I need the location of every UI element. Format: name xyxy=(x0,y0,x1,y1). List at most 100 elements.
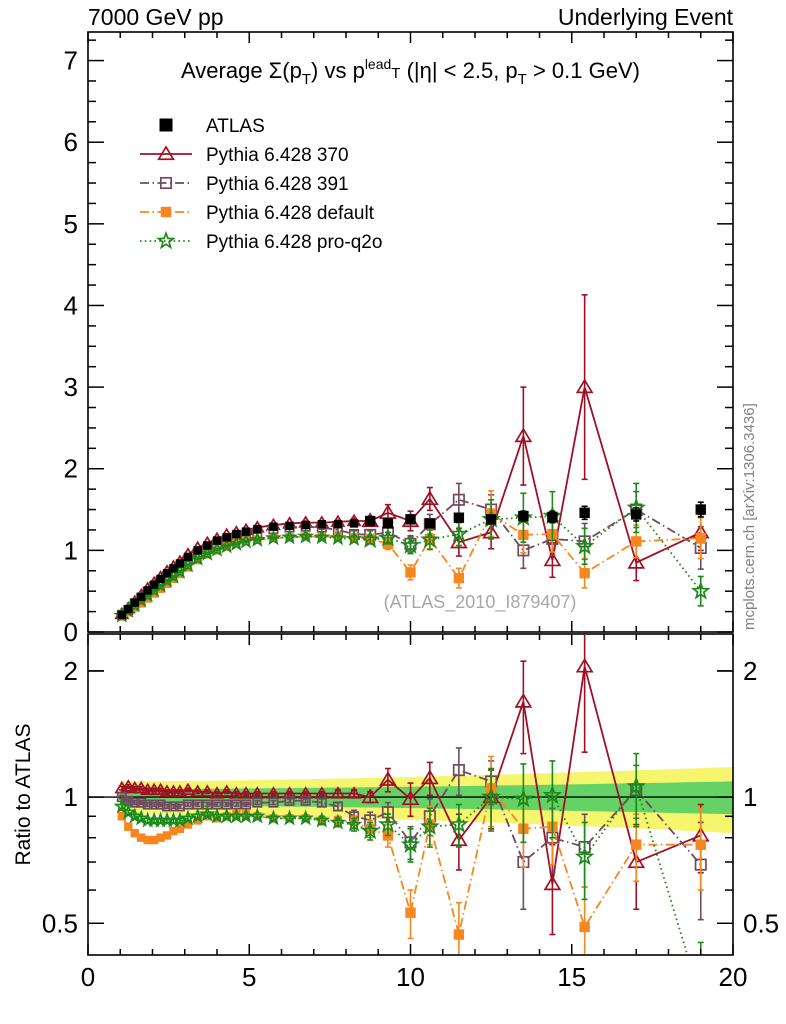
marker-open-triangle xyxy=(133,780,149,794)
marker-open-star xyxy=(313,528,331,545)
x-axis-label: 5 xyxy=(242,962,256,992)
marker-open-star xyxy=(281,528,298,545)
marker-open-triangle xyxy=(379,504,397,519)
marker-open-triangle xyxy=(209,786,225,799)
marker-open-star xyxy=(297,809,315,826)
marker-open-star xyxy=(542,785,563,804)
marker-open-star xyxy=(156,230,176,250)
marker-filled-square xyxy=(156,833,165,842)
marker-open-star xyxy=(574,846,595,866)
marker-open-triangle xyxy=(298,786,314,799)
marker-filled-square xyxy=(453,929,465,940)
marker-open-square xyxy=(168,801,179,812)
marker-open-square xyxy=(284,795,295,806)
marker-open-square xyxy=(268,797,279,808)
marker-open-star xyxy=(400,834,421,853)
legend-label: Pythia 6.428 391 xyxy=(206,174,349,195)
marker-filled-square xyxy=(547,511,558,523)
marker-open-star xyxy=(690,580,711,600)
marker-open-star xyxy=(378,527,398,547)
marker-open-triangle xyxy=(543,551,562,567)
marker-filled-square xyxy=(130,829,139,838)
marker-open-star xyxy=(513,788,534,808)
y-axis-label-main: 2 xyxy=(64,454,78,484)
y-axis-label-ratio-right: 2 xyxy=(743,656,757,686)
marker-open-star xyxy=(420,529,440,549)
marker-filled-square xyxy=(193,816,202,825)
ratio-axis-title: Ratio to ATLAS xyxy=(12,723,35,865)
legend-entry[interactable]: Pythia 6.428 370 xyxy=(140,145,349,166)
y-axis-label-ratio-left: 2 xyxy=(64,656,78,686)
marker-filled-square xyxy=(232,529,241,539)
marker-open-square xyxy=(161,801,173,812)
marker-open-star xyxy=(248,807,266,824)
marker-open-square xyxy=(149,799,160,810)
marker-filled-square xyxy=(579,507,590,519)
marker-open-square xyxy=(252,797,263,808)
marker-open-triangle xyxy=(575,378,594,394)
marker-open-star xyxy=(179,809,197,826)
marker-open-square xyxy=(332,801,343,812)
series-line xyxy=(121,786,701,935)
marker-open-triangle xyxy=(120,779,136,792)
marker-open-square xyxy=(155,799,166,810)
marker-open-triangle xyxy=(543,875,562,891)
marker-filled-square xyxy=(695,839,706,850)
marker-open-triangle xyxy=(153,782,169,796)
y-axis-label-ratio-left: 0.5 xyxy=(42,908,78,938)
marker-filled-square xyxy=(130,598,139,607)
marker-open-star xyxy=(626,776,647,795)
marker-open-square xyxy=(316,797,327,808)
marker-open-star xyxy=(297,527,315,544)
marker-open-triangle xyxy=(190,784,206,797)
marker-open-star xyxy=(378,814,398,833)
series-pythia-6-428-pro-q2o-clipRatio xyxy=(113,752,704,954)
marker-filled-square xyxy=(269,522,278,531)
x-axis-label: 15 xyxy=(557,962,586,992)
x-axis-label: 0 xyxy=(81,962,95,992)
marker-filled-square xyxy=(124,822,133,831)
marker-open-triangle xyxy=(157,145,175,161)
marker-open-star xyxy=(189,807,206,824)
y-axis-label-ratio-right: 0.5 xyxy=(743,908,779,938)
marker-filled-square xyxy=(405,567,416,578)
marker-filled-square xyxy=(382,518,394,529)
marker-open-star xyxy=(208,540,226,557)
marker-filled-square xyxy=(169,564,178,573)
marker-filled-square xyxy=(695,504,706,515)
marker-filled-square xyxy=(518,510,529,522)
marker-open-star xyxy=(360,529,380,549)
watermark-text: (ATLAS_2010_I879407) xyxy=(384,592,577,613)
watermark: (ATLAS_2010_I879407) xyxy=(384,592,577,613)
legend-label: Pythia 6.428 pro-q2o xyxy=(206,232,382,253)
series-line xyxy=(121,666,702,885)
marker-open-star xyxy=(228,535,245,551)
marker-open-star xyxy=(449,523,469,543)
marker-filled-square xyxy=(579,921,590,933)
y-axis-label-main: 5 xyxy=(64,209,78,239)
marker-open-star xyxy=(329,813,347,830)
marker-open-square xyxy=(136,797,147,808)
y-axis-label-main-zero: 0 xyxy=(64,617,78,647)
marker-filled-square xyxy=(222,533,231,542)
marker-filled-square xyxy=(149,835,159,845)
marker-open-triangle xyxy=(346,786,362,799)
marker-filled-square xyxy=(317,520,327,529)
marker-open-triangle xyxy=(514,692,533,708)
marker-filled-square xyxy=(137,592,146,602)
marker-open-star xyxy=(345,530,363,547)
marker-filled-square xyxy=(631,509,642,520)
marker-open-square xyxy=(452,493,465,506)
marker-filled-square xyxy=(156,574,165,584)
legend-entry[interactable]: Pythia 6.428 default xyxy=(140,203,375,224)
legend-label: ATLAS xyxy=(206,116,265,137)
legend-entry[interactable]: Pythia 6.428 pro-q2o xyxy=(140,230,382,253)
legend-entry[interactable]: ATLAS xyxy=(159,116,265,137)
marker-open-triangle xyxy=(172,784,188,797)
marker-filled-square xyxy=(579,568,590,579)
marker-open-star xyxy=(265,809,282,826)
marker-filled-square xyxy=(143,586,152,595)
legend-entry[interactable]: Pythia 6.428 391 xyxy=(140,174,349,195)
marker-open-star xyxy=(481,786,501,806)
